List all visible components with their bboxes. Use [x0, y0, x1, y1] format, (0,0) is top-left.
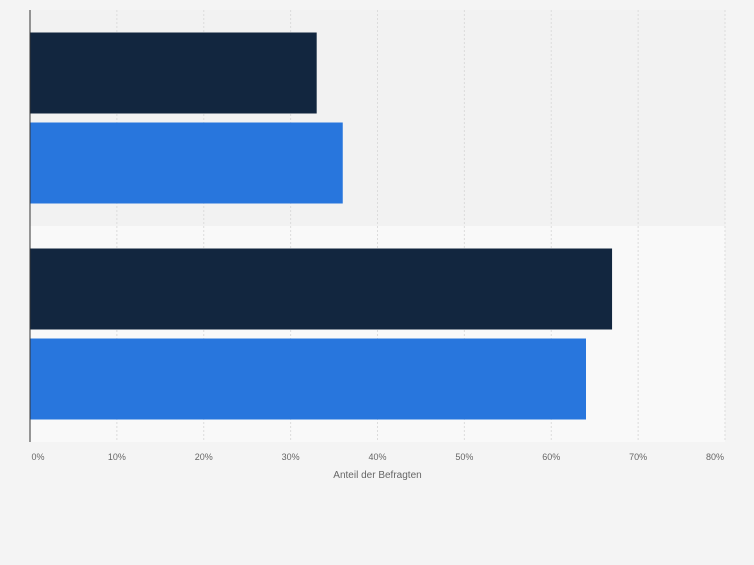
bar-group-1-series-1[interactable] [30, 32, 317, 114]
x-tick-label-50: 50% [455, 452, 473, 462]
bar-group-1-series-2[interactable] [30, 122, 343, 204]
x-tick-label-30: 30% [282, 452, 300, 462]
x-tick-label-10: 10% [108, 452, 126, 462]
bar-group-2-series-2[interactable] [30, 338, 586, 420]
x-axis-ticks: 0% 10% 20% 30% 40% 50% 60% 70% 80% [31, 452, 724, 462]
x-tick-label-0: 0% [31, 452, 44, 462]
x-tick-label-70: 70% [629, 452, 647, 462]
bars [30, 32, 613, 420]
x-tick-label-80: 80% [706, 452, 724, 462]
x-tick-label-20: 20% [195, 452, 213, 462]
x-axis-label: Anteil der Befragten [333, 470, 421, 481]
bar-group-2-series-1[interactable] [30, 248, 613, 330]
x-tick-label-60: 60% [542, 452, 560, 462]
x-tick-label-40: 40% [368, 452, 386, 462]
